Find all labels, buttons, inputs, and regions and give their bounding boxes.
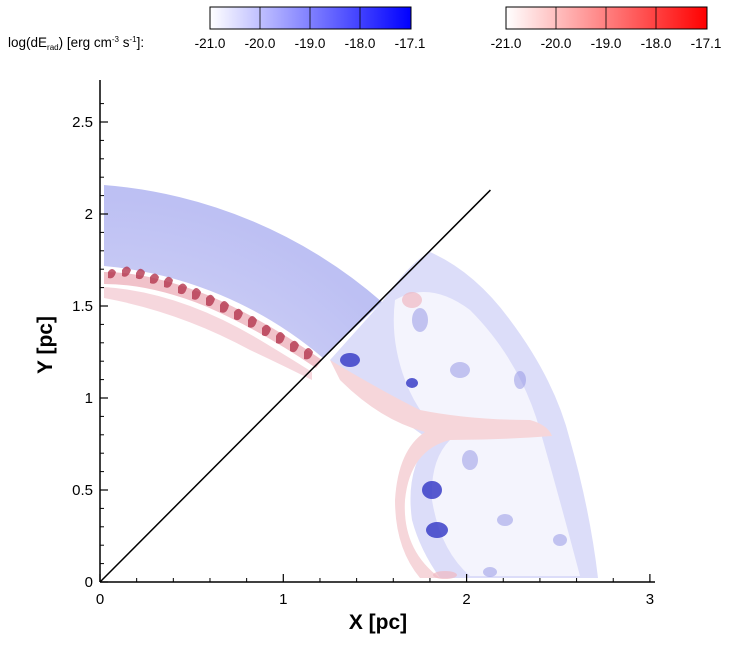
x-tick-label: 3 [646, 591, 654, 608]
red-diffuse-left [104, 287, 312, 380]
y-axis-title: Y [pc] [34, 316, 57, 374]
colorbar-tick-label: -19.0 [591, 36, 622, 51]
x-axis-title: X [pc] [349, 611, 407, 634]
colorbar-tick-label: -20.0 [541, 36, 572, 51]
y-tick-label: 1.5 [72, 298, 93, 315]
x-tick-label: 0 [96, 591, 104, 608]
rt-fingers [108, 266, 313, 360]
x-axis: 0 1 2 3 [96, 574, 655, 608]
colorbar-tick-label: -18.0 [641, 36, 672, 51]
plot-field [99, 185, 598, 583]
right-shell-red [330, 360, 552, 578]
colorbar-blue: -21.0 -20.0 -19.0 -18.0 -17.1 [195, 6, 426, 51]
colorbar-tick-label: -21.0 [195, 36, 226, 51]
colorbar-red: -21.0 -20.0 -19.0 -18.0 -17.1 [491, 6, 722, 51]
y-tick-label: 2.5 [72, 114, 93, 131]
colorbar-label: log(dErad) [erg cm-3 s-1]: [8, 35, 144, 52]
light-blue-swirls [412, 308, 567, 577]
colorbar-tick-label: -18.0 [345, 36, 376, 51]
red-patches [402, 292, 457, 579]
y-tick-label: 2 [85, 206, 93, 223]
x-tick-label: 1 [279, 591, 287, 608]
colorbar-tick-label: -17.1 [691, 36, 722, 51]
colorbar-tick-label: -20.0 [245, 36, 276, 51]
red-shell-left [104, 272, 322, 368]
diagonal-line [99, 189, 491, 583]
colorbar-tick-label: -19.0 [295, 36, 326, 51]
y-tick-label: 0.5 [72, 482, 93, 499]
blue-blobs [340, 353, 448, 538]
y-axis: 0 0.5 1 1.5 2 2.5 [72, 80, 108, 591]
colorbar-tick-label: -21.0 [491, 36, 522, 51]
y-tick-label: 1 [85, 390, 93, 407]
x-tick-label: 2 [462, 591, 470, 608]
colorbar-tick-label: -17.1 [395, 36, 426, 51]
blue-shell-left [104, 185, 382, 358]
y-tick-label: 0 [85, 574, 93, 591]
